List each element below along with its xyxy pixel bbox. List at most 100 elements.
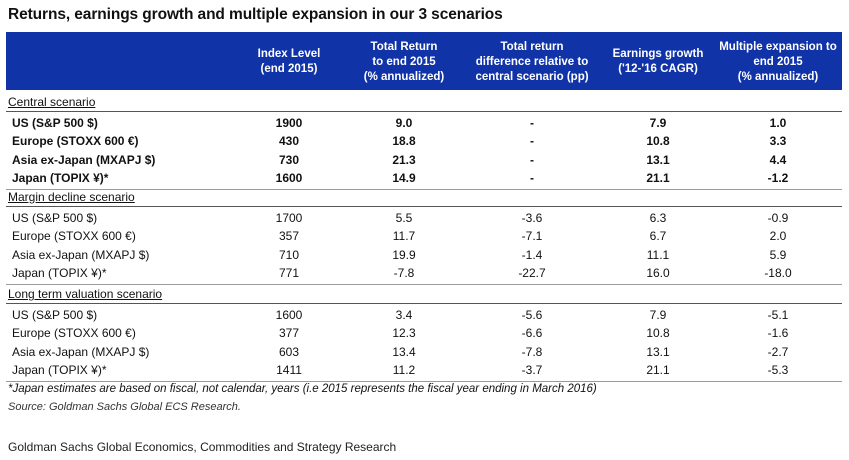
table-row: Europe (STOXX 600 €) 377 12.3 -6.6 10.8 -1.6 bbox=[0, 325, 849, 341]
table-cell: 21.1 bbox=[646, 171, 670, 185]
table-cell: - bbox=[530, 116, 534, 130]
table-cell: 19.9 bbox=[392, 248, 416, 262]
column-header-line: Total return bbox=[500, 40, 564, 53]
table-cell: 11.2 bbox=[392, 363, 416, 377]
table-cell: - bbox=[530, 171, 534, 185]
table-cell: 3.3 bbox=[769, 134, 787, 148]
column-header-line: difference relative to bbox=[475, 55, 589, 68]
section-title: Long term valuation scenario bbox=[8, 287, 163, 301]
table-cell: 11.7 bbox=[392, 229, 416, 243]
table-cell: 16.0 bbox=[646, 266, 670, 280]
row-label: Japan (TOPIX ¥)* bbox=[12, 363, 107, 377]
section-divider bbox=[6, 206, 842, 207]
table-row: US (S&P 500 $) 1900 9.0 - 7.9 1.0 bbox=[0, 115, 849, 131]
table-cell: 6.3 bbox=[649, 211, 667, 225]
credit-line: Goldman Sachs Global Economics, Commodit… bbox=[8, 440, 397, 454]
column-header-line: central scenario (pp) bbox=[475, 70, 589, 83]
table-cell: 1600 bbox=[275, 171, 303, 185]
row-label: US (S&P 500 $) bbox=[12, 116, 98, 130]
column-header-line: (% annualized) bbox=[737, 70, 819, 83]
table-cell: 7.9 bbox=[649, 116, 667, 130]
column-header-line: Total Return bbox=[370, 40, 438, 53]
table-cell: 18.8 bbox=[392, 134, 416, 148]
table-cell: 1900 bbox=[275, 116, 303, 130]
section-divider bbox=[6, 303, 842, 304]
table-cell: 603 bbox=[278, 345, 300, 359]
table-cell: -7.8 bbox=[521, 345, 543, 359]
table-row: Asia ex-Japan (MXAPJ $) 730 21.3 - 13.1 4.4 bbox=[0, 152, 849, 168]
table-cell: 4.4 bbox=[769, 153, 787, 167]
row-label: Asia ex-Japan (MXAPJ $) bbox=[12, 345, 150, 359]
column-header-2: Total Return to end 2015 (% annualized) bbox=[346, 36, 462, 88]
table-cell: 730 bbox=[278, 153, 300, 167]
table-cell: 1600 bbox=[275, 308, 303, 322]
table-cell: -5.6 bbox=[521, 308, 543, 322]
row-label: Europe (STOXX 600 €) bbox=[12, 134, 139, 148]
table-cell: -1.6 bbox=[767, 326, 789, 340]
column-header-3: Total return difference relative to centra… bbox=[462, 36, 602, 88]
table-cell: -1.2 bbox=[767, 171, 789, 185]
table-cell: 3.4 bbox=[395, 308, 413, 322]
table-cell: -7.1 bbox=[521, 229, 543, 243]
column-header-line: end 2015 bbox=[753, 55, 803, 68]
table-cell: -3.6 bbox=[521, 211, 543, 225]
table-header: Index Level (end 2015) Total Return to end … bbox=[6, 32, 842, 90]
section-end-rule bbox=[6, 381, 842, 382]
table-row: Japan (TOPIX ¥)* 771 -7.8 -22.7 16.0 -18.0 bbox=[0, 265, 849, 281]
section-divider bbox=[6, 111, 842, 112]
table-row: US (S&P 500 $) 1600 3.4 -5.6 7.9 -5.1 bbox=[0, 307, 849, 323]
table-row: Europe (STOXX 600 €) 357 11.7 -7.1 6.7 2.0 bbox=[0, 228, 849, 244]
column-header-line: (% annualized) bbox=[363, 70, 445, 83]
table-cell: -22.7 bbox=[518, 266, 546, 280]
row-label: Europe (STOXX 600 €) bbox=[12, 229, 136, 243]
table-row: US (S&P 500 $) 1700 5.5 -3.6 6.3 -0.9 bbox=[0, 210, 849, 226]
column-header-line: Earnings growth bbox=[612, 48, 704, 60]
table-cell: 5.5 bbox=[395, 211, 413, 225]
table-cell: 12.3 bbox=[392, 326, 416, 340]
table-cell: 10.8 bbox=[646, 326, 670, 340]
column-header-4: Earnings growth ('12-'16 CAGR) bbox=[602, 36, 714, 88]
section-title: Central scenario bbox=[8, 95, 96, 109]
table-cell: -0.9 bbox=[767, 211, 789, 225]
row-label: Europe (STOXX 600 €) bbox=[12, 326, 136, 340]
table-cell: 13.4 bbox=[392, 345, 416, 359]
source-note: Source: Goldman Sachs Global ECS Researc… bbox=[8, 401, 241, 413]
table-cell: -1.4 bbox=[521, 248, 543, 262]
column-header-line: to end 2015 bbox=[372, 55, 436, 68]
table-cell: 7.9 bbox=[649, 308, 667, 322]
table-cell: 1700 bbox=[275, 211, 303, 225]
section-end-rule bbox=[6, 189, 842, 190]
table-cell: 9.0 bbox=[395, 116, 413, 130]
row-label: Japan (TOPIX ¥)* bbox=[12, 171, 109, 185]
table-row: Japan (TOPIX ¥)* 1600 14.9 - 21.1 -1.2 bbox=[0, 170, 849, 186]
table-cell: 6.7 bbox=[649, 229, 667, 243]
column-header-line: Multiple expansion to bbox=[719, 40, 837, 53]
section-end-rule bbox=[6, 284, 842, 285]
table-cell: 10.8 bbox=[646, 134, 670, 148]
column-header-line: (end 2015) bbox=[260, 63, 318, 75]
table-cell: 357 bbox=[278, 229, 300, 243]
page-title: Returns, earnings growth and multiple ex… bbox=[8, 6, 503, 23]
row-label: Asia ex-Japan (MXAPJ $) bbox=[12, 248, 150, 262]
table-cell: -2.7 bbox=[767, 345, 789, 359]
column-header-5: Multiple expansion to end 2015 (% annualiz… bbox=[714, 36, 842, 88]
table-row: Europe (STOXX 600 €) 430 18.8 - 10.8 3.3 bbox=[0, 133, 849, 149]
table-cell: 21.3 bbox=[392, 153, 416, 167]
table-cell: 11.1 bbox=[646, 248, 670, 262]
table-cell: -7.8 bbox=[393, 266, 415, 280]
row-label: Japan (TOPIX ¥)* bbox=[12, 266, 107, 280]
table-cell: 1.0 bbox=[769, 116, 787, 130]
table-cell: - bbox=[530, 134, 534, 148]
footnote: *Japan estimates are based on fiscal, no… bbox=[8, 383, 597, 395]
table-cell: 21.1 bbox=[646, 363, 670, 377]
column-header-1: Index Level (end 2015) bbox=[232, 36, 346, 88]
table-cell: 13.1 bbox=[646, 153, 670, 167]
table-cell: - bbox=[530, 153, 534, 167]
table-row: Asia ex-Japan (MXAPJ $) 603 13.4 -7.8 13.1 -2… bbox=[0, 344, 849, 360]
table-cell: -5.1 bbox=[767, 308, 789, 322]
row-label: US (S&P 500 $) bbox=[12, 211, 98, 225]
table-cell: 771 bbox=[278, 266, 300, 280]
table-cell: 430 bbox=[278, 134, 300, 148]
column-header-line: ('12-'16 CAGR) bbox=[618, 63, 698, 75]
table-cell: 710 bbox=[278, 248, 300, 262]
